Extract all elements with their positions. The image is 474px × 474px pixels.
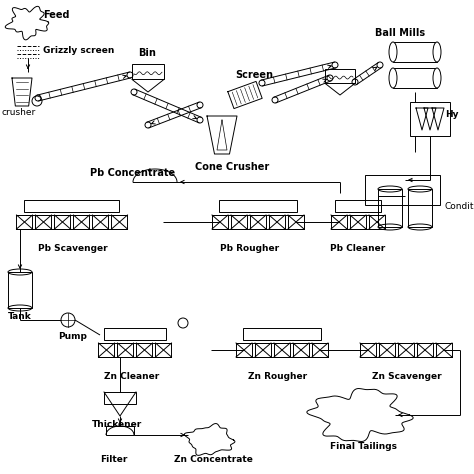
Text: Pb Cleaner: Pb Cleaner — [330, 244, 385, 253]
Bar — [335, 200, 381, 212]
Bar — [360, 343, 376, 357]
Bar — [17, 215, 33, 229]
Text: crusher: crusher — [2, 108, 36, 117]
Bar — [393, 42, 437, 62]
Bar — [8, 272, 32, 308]
Bar — [106, 426, 134, 435]
Bar — [408, 189, 432, 227]
Bar — [73, 215, 90, 229]
Bar — [111, 215, 128, 229]
Ellipse shape — [389, 42, 397, 62]
Bar — [250, 215, 266, 229]
Text: Tank: Tank — [8, 312, 32, 321]
Bar — [36, 215, 52, 229]
Ellipse shape — [389, 68, 397, 88]
Bar — [288, 215, 304, 229]
Bar — [331, 215, 347, 229]
Bar — [255, 343, 271, 357]
Bar — [92, 215, 109, 229]
Text: Zn Cleaner: Zn Cleaner — [104, 372, 159, 381]
Bar — [398, 343, 414, 357]
Bar — [293, 343, 309, 357]
Bar — [231, 215, 247, 229]
Text: Zn Rougher: Zn Rougher — [248, 372, 307, 381]
Bar — [417, 343, 433, 357]
Bar — [410, 102, 450, 136]
Bar — [378, 189, 402, 227]
Bar — [99, 343, 115, 357]
Text: Pb Concentrate: Pb Concentrate — [90, 168, 175, 178]
Text: Bin: Bin — [138, 48, 156, 58]
Bar — [243, 328, 321, 340]
Bar — [365, 175, 440, 205]
Text: Hy: Hy — [445, 110, 458, 119]
Bar — [55, 215, 71, 229]
Bar — [393, 68, 437, 88]
Text: Grizzly screen: Grizzly screen — [43, 46, 114, 55]
Bar — [25, 200, 119, 212]
Bar — [369, 215, 385, 229]
Text: Pb Rougher: Pb Rougher — [220, 244, 279, 253]
Bar — [155, 343, 172, 357]
Text: Pump: Pump — [58, 332, 87, 341]
Text: Zn Scavenger: Zn Scavenger — [372, 372, 442, 381]
Text: Final Tailings: Final Tailings — [330, 442, 397, 451]
Bar — [269, 215, 285, 229]
Ellipse shape — [433, 42, 441, 62]
Text: Ball Mills: Ball Mills — [375, 28, 425, 38]
Bar — [325, 69, 355, 83]
Bar — [436, 343, 452, 357]
Bar — [104, 392, 136, 404]
Bar — [219, 200, 297, 212]
Bar — [274, 343, 290, 357]
Bar — [379, 343, 395, 357]
Bar — [350, 215, 366, 229]
Text: Cone Crusher: Cone Crusher — [195, 162, 269, 172]
Text: Thickener: Thickener — [92, 420, 142, 429]
Bar — [104, 328, 166, 340]
Text: Pb Scavenger: Pb Scavenger — [38, 244, 108, 253]
Bar — [118, 343, 134, 357]
Text: Filter: Filter — [100, 455, 128, 464]
Text: Condition.: Condition. — [445, 202, 474, 211]
Bar — [312, 343, 328, 357]
Text: Screen: Screen — [235, 70, 273, 80]
Text: Feed: Feed — [43, 10, 70, 20]
Bar — [212, 215, 228, 229]
Ellipse shape — [433, 68, 441, 88]
Bar — [132, 64, 164, 80]
Bar — [236, 343, 252, 357]
Bar — [137, 343, 153, 357]
Text: Zn Concentrate: Zn Concentrate — [174, 455, 253, 464]
